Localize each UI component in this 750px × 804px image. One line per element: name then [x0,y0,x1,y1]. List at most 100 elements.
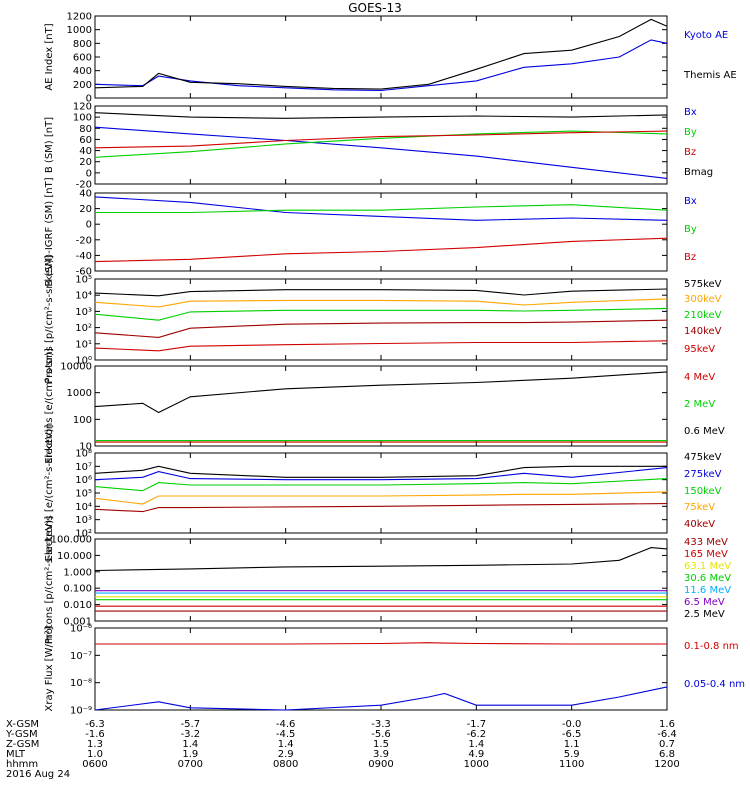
x-axis-value: -6.2 [467,729,487,740]
x-axis-value: 1.4 [468,739,484,750]
y-tick-label: 0.010 [63,600,92,611]
legend-label: Bx [684,196,697,207]
y-tick-label: 10¹ [75,339,92,350]
y-tick-label: 10⁴ [75,502,92,513]
legend-label: 40keV [684,519,715,530]
legend-label: 75keV [684,502,715,513]
legend-label: By [684,224,697,235]
y-tick-label: -40 [76,251,92,262]
y-tick-label: 40 [79,189,92,200]
x-axis-value: 1.5 [373,739,389,750]
x-axis-value: 4.9 [468,749,484,760]
x-axis-row-label: X-GSM [6,719,39,730]
x-axis-value: 0600 [82,759,107,770]
y-tick-label: 100 [73,113,92,124]
x-axis-value: 1.3 [87,739,103,750]
y-tick-label: -60 [76,267,92,278]
plot-date: 2016 Aug 24 [6,769,70,780]
legend-label: Kyoto AE [684,30,728,41]
legend-label: 0.1-0.8 nm [684,641,739,652]
x-axis-value: -4.6 [276,719,296,730]
y-tick-label: 0 [86,94,92,105]
y-tick-label: 10.000 [57,551,92,562]
y-axis-label: Electrons [e/(cm²-s-sr-keV)] [44,424,55,561]
y-tick-label: 10³ [75,515,92,526]
x-axis-row-label: Y-GSM [5,729,38,740]
y-tick-label: 400 [73,66,92,77]
series-line [94,503,668,513]
y-axis-label: Xray Flux [W/m²] [44,626,55,711]
x-axis-value: -6.5 [562,729,582,740]
x-axis-row-label: Z-GSM [6,739,39,750]
y-tick-label: 0 [86,168,92,179]
legend-label: 4 MeV [684,372,715,383]
panel-frame [94,15,668,99]
series-line [94,130,668,149]
series-line [94,371,668,414]
y-tick-label: -20 [76,235,92,246]
legend-label: 2.5 MeV [684,609,725,620]
x-axis-value: -6.3 [85,719,105,730]
x-axis-value: 1000 [464,759,489,770]
legend-label: Bz [684,252,696,263]
x-axis-value: 1.9 [182,749,198,760]
legend-label: Bx [684,107,697,118]
y-tick-label: -20 [76,180,92,191]
x-axis-value: 0700 [178,759,203,770]
y-tick-label: 80 [79,124,92,135]
legend-label: 11.6 MeV [684,585,731,596]
y-axis-label: B (SM) [nT] [44,117,55,173]
legend-label: 575keV [684,279,722,290]
x-axis-value: 0800 [273,759,298,770]
y-tick-label: 10 [79,442,92,453]
series-line [94,467,668,481]
x-axis-row-label: hhmm [6,759,38,770]
y-axis-label: Protons [p/(cm²-s-sr-keV)] [44,255,55,383]
series-line [94,307,668,321]
x-axis-value: -5.7 [181,719,201,730]
legend-label: 63.1 MeV [684,561,731,572]
x-axis-value: -1.7 [467,719,487,730]
y-tick-label: 100 [73,415,92,426]
x-axis-value: -3.2 [181,729,201,740]
legend-label: By [684,127,697,138]
y-tick-label: 1000 [67,388,92,399]
x-axis-value: 1.4 [278,739,294,750]
legend-label: 6.5 MeV [684,597,725,608]
y-tick-label: 800 [73,39,92,50]
y-axis-label: B (SM)-IGRF (SM) [nT] [44,177,55,286]
y-tick-label: 1000 [67,25,92,36]
legend-label: 300keV [684,294,722,305]
x-axis-value: 1.4 [182,739,198,750]
x-axis-value: -1.6 [85,729,105,740]
x-axis-value: 1.6 [659,719,675,730]
x-axis-value: -4.5 [276,729,296,740]
y-tick-label: 0 [86,220,92,231]
y-tick-label: 60 [79,135,92,146]
legend-label: Bmag [684,167,713,178]
y-axis-label: Electrons [e/(cm²-s-sr)] [44,348,55,464]
x-axis-value: -3.3 [371,719,391,730]
y-tick-label: 40 [79,146,92,157]
x-axis-value: 6.8 [659,749,675,760]
legend-label: 165 MeV [684,549,728,560]
series-line [94,340,668,352]
y-tick-label: 10⁵ [75,275,92,286]
legend-label: 433 MeV [684,537,728,548]
y-axis-label: AE Index [nT] [44,23,55,90]
y-tick-label: 1200 [67,12,92,23]
legend-label: Themis AE [683,70,737,81]
y-tick-label: 10⁵ [75,489,92,500]
series-line [94,196,668,221]
y-axis-label: Protons [p/(cm²-s-sr-keV)] [44,516,55,644]
legend-label: 0.6 MeV [684,426,725,437]
x-axis-value: -0.0 [562,719,582,730]
y-tick-label: 10² [75,323,92,334]
panel-frame [94,105,668,185]
x-axis-value: 1.1 [564,739,580,750]
x-axis-value: 5.9 [564,749,580,760]
legend-label: 30.6 MeV [684,573,731,584]
series-line [94,491,668,505]
